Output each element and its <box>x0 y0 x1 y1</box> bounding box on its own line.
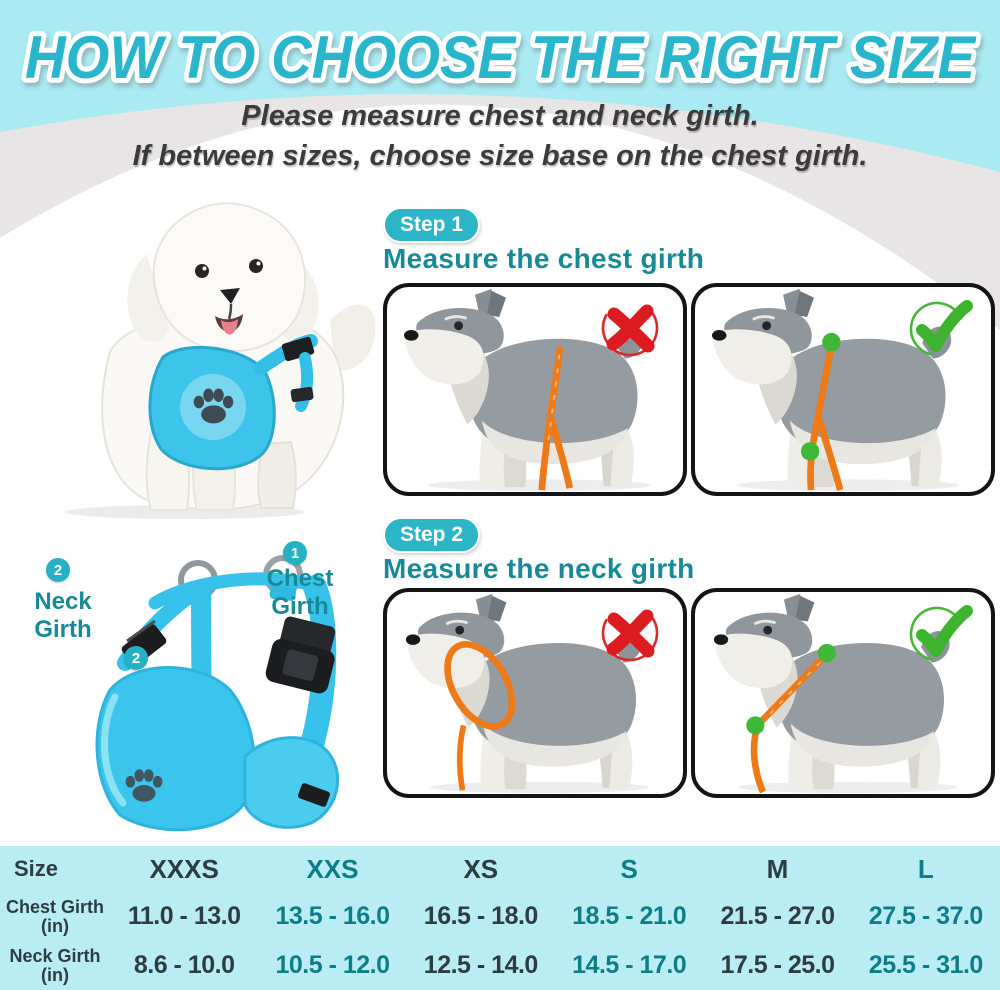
schnauzer-dog-photo <box>695 287 991 492</box>
check-mark-icon <box>903 297 977 361</box>
photo-chest-correct <box>691 283 995 496</box>
size-column-s: S <box>620 853 638 884</box>
chest-girth-value: 11.0 - 13.0 <box>127 902 241 930</box>
size-column-l: L <box>917 853 934 884</box>
subtitle-line-1: Please measure chest and neck girth. <box>241 100 759 132</box>
neck-girth-row-label: Neck Girth (in) <box>0 945 110 985</box>
step-2-heading: Measure the neck girth <box>383 553 695 584</box>
chest-girth-row-label: Chest Girth (in) <box>0 896 110 936</box>
title-text: HOW TO CHOOSE THE RIGHT SIZE <box>25 24 977 91</box>
poster-title: HOW TO CHOOSE THE RIGHT SIZE <box>20 19 982 96</box>
size-column-xxs: XXS <box>306 853 359 884</box>
neck-girth-value: 8.6 - 10.0 <box>133 951 235 979</box>
schnauzer-dog-photo <box>387 592 683 794</box>
x-mark-icon <box>595 297 669 361</box>
size-column-m: M <box>766 853 789 884</box>
chest-girth-value: 27.5 - 37.0 <box>868 902 984 930</box>
strap-number-badge: 2 <box>124 646 148 670</box>
step-1-heading: Measure the chest girth <box>383 243 705 274</box>
size-column-xxxs: XXXS <box>149 853 219 884</box>
row-label-text: Chest Girth <box>5 896 104 917</box>
photo-neck-correct <box>691 588 995 798</box>
neck-girth-value: 14.5 - 17.0 <box>572 951 687 979</box>
chest-girth-label: Chest Girth <box>266 565 334 620</box>
chest-girth-number-badge: 1 <box>283 541 307 565</box>
photo-chest-wrong <box>383 283 687 496</box>
check-mark-icon <box>903 602 977 666</box>
neck-girth-label: Neck Girth <box>34 588 92 643</box>
x-mark-icon <box>595 602 669 666</box>
neck-girth-value: 10.5 - 12.0 <box>275 951 390 979</box>
row-label-unit: (in) <box>41 915 69 936</box>
harness-diagram <box>95 555 339 832</box>
row-label-text: Neck Girth <box>9 945 101 966</box>
schnauzer-dog-photo <box>387 287 683 492</box>
neck-girth-number-badge: 2 <box>46 558 70 582</box>
subtitle-line-2: If between sizes, choose size base on th… <box>132 140 868 172</box>
chest-girth-value: 18.5 - 21.0 <box>572 902 687 930</box>
neck-girth-value: 12.5 - 14.0 <box>423 951 539 979</box>
size-table: Size XXXS XXS XS S M L Chest Girth (in) … <box>0 846 1000 990</box>
neck-girth-value: 17.5 - 25.0 <box>720 951 835 979</box>
hero-dog-photo <box>65 202 376 519</box>
chest-girth-value: 13.5 - 16.0 <box>275 902 390 930</box>
schnauzer-dog-photo <box>695 592 991 794</box>
photo-neck-wrong <box>383 588 687 798</box>
size-column-xs: XS <box>463 853 499 884</box>
neck-girth-value: 25.5 - 31.0 <box>868 951 984 979</box>
size-table-header-label: Size <box>14 856 59 881</box>
row-label-unit: (in) <box>41 964 69 985</box>
chest-girth-value: 21.5 - 27.0 <box>720 902 835 930</box>
chest-girth-value: 16.5 - 18.0 <box>423 902 539 930</box>
step-2-badge: Step 2 <box>383 517 481 553</box>
step-1-badge: Step 1 <box>383 207 481 243</box>
